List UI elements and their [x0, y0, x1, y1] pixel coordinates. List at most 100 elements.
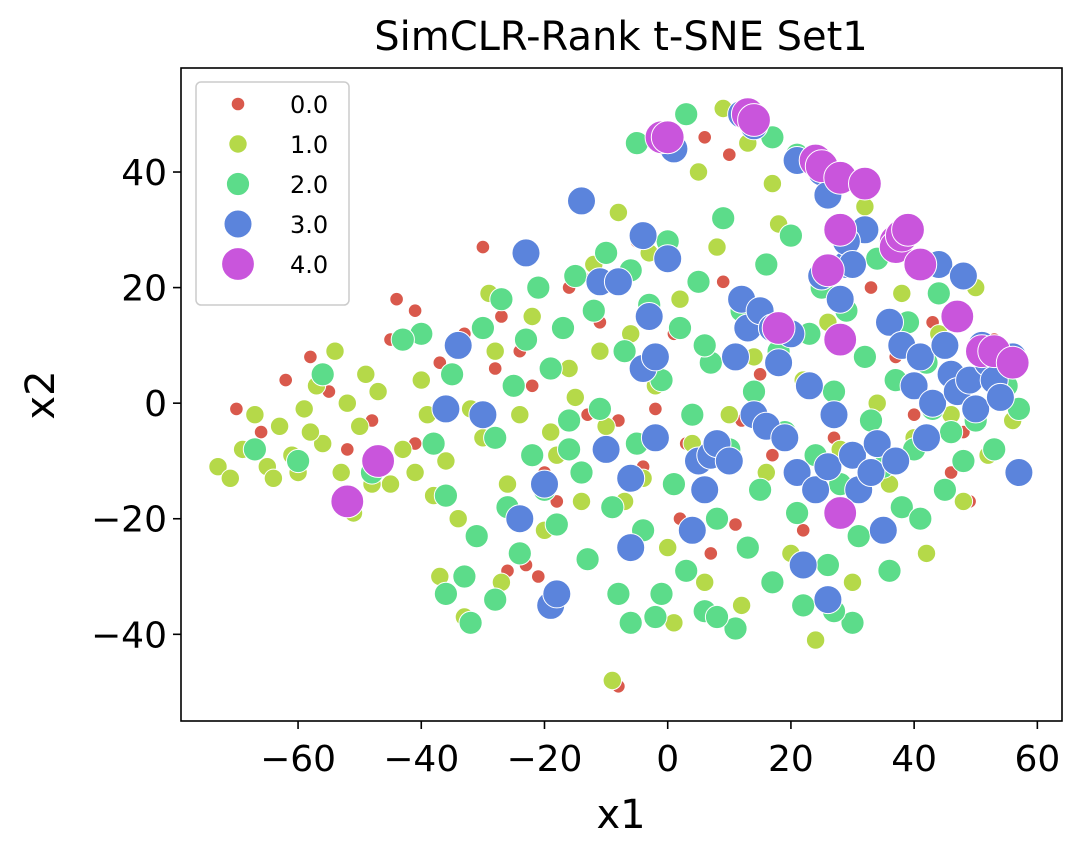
point-series-4-13 [823, 496, 858, 530]
point-series-3-36 [794, 371, 824, 401]
point-series-0-24 [648, 401, 663, 417]
point-series-0-12 [475, 239, 491, 255]
y-tick-label: 20 [121, 269, 167, 310]
point-series-2-64 [815, 552, 841, 578]
point-series-1-44 [731, 595, 752, 616]
point-series-2-16 [520, 443, 545, 468]
point-series-0-43 [906, 407, 922, 423]
point-series-1-7 [294, 399, 314, 419]
point-series-2-0 [242, 437, 267, 462]
point-series-4-12 [823, 322, 858, 357]
point-series-2-20 [544, 512, 569, 537]
point-series-2-22 [557, 408, 582, 433]
point-series-2-21 [550, 315, 576, 341]
point-series-3-57 [918, 388, 948, 418]
point-series-2-28 [594, 240, 619, 265]
point-series-4-18 [891, 212, 925, 247]
y-tick-label: 40 [121, 153, 167, 194]
point-series-2-23 [563, 263, 588, 289]
point-series-2-42 [680, 402, 705, 427]
y-tick-label: 0 [144, 384, 167, 425]
point-series-0-56 [487, 361, 503, 376]
x-axis-label: x1 [596, 792, 645, 838]
legend: 0.0 1.0 2.0 3.0 4.0 [195, 81, 350, 306]
legend-marker [228, 134, 248, 154]
point-series-2-104 [557, 437, 582, 462]
point-series-2-69 [846, 524, 871, 549]
point-series-0-5 [340, 442, 355, 457]
x-tick-label: −60 [260, 739, 336, 780]
point-series-4-0 [330, 484, 365, 519]
point-series-0-54 [697, 130, 713, 145]
point-series-1-76 [541, 422, 561, 442]
point-series-2-27 [587, 396, 613, 421]
point-series-1-13 [356, 364, 376, 384]
point-series-1-59 [916, 543, 937, 564]
point-series-2-8 [464, 524, 489, 549]
point-series-2-60 [791, 593, 816, 618]
point-series-4-9 [811, 253, 845, 288]
point-series-3-0 [443, 330, 473, 360]
point-series-2-93 [483, 587, 508, 612]
y-axis: −40 −20 0 20 40 [91, 153, 181, 656]
point-series-2-47 [711, 206, 736, 231]
point-series-3-7 [567, 186, 596, 216]
legend-label: 0.0 [290, 91, 328, 119]
point-series-0-10 [432, 355, 448, 371]
point-series-3-39 [813, 452, 843, 482]
plot-frame [180, 67, 1063, 722]
point-series-2-54 [754, 252, 779, 277]
point-series-0-15 [524, 378, 540, 394]
y-axis-label: x2 [18, 370, 64, 419]
point-series-4-19 [903, 247, 938, 282]
point-series-1-41 [695, 572, 715, 592]
point-series-0-32 [752, 367, 768, 382]
point-series-2-55 [760, 570, 785, 595]
point-series-1-70 [331, 462, 351, 483]
legend-marker [230, 96, 246, 112]
legend-label: 1.0 [290, 131, 328, 159]
point-series-4-20 [940, 299, 975, 334]
legend-label: 2.0 [290, 171, 328, 199]
point-series-0-28 [703, 546, 719, 561]
point-series-0-1 [253, 424, 269, 440]
point-series-2-70 [852, 344, 878, 369]
point-series-4-3 [650, 120, 685, 155]
point-series-1-38 [658, 537, 678, 558]
point-series-3-47 [856, 458, 886, 487]
point-series-1-31 [571, 491, 592, 512]
point-series-0-3 [303, 349, 318, 365]
point-series-2-46 [704, 506, 730, 531]
point-series-3-32 [770, 423, 800, 453]
y-tick-label: −20 [91, 500, 167, 541]
y-tick-label: −40 [91, 615, 167, 656]
point-series-4-5 [737, 103, 771, 137]
point-series-3-24 [721, 342, 750, 372]
point-series-1-62 [953, 491, 974, 512]
point-series-3-48 [862, 429, 892, 459]
point-series-1-82 [688, 162, 709, 182]
point-series-1-42 [707, 237, 727, 257]
point-series-2-19 [538, 356, 563, 381]
point-series-3-6 [542, 579, 572, 609]
legend-marker [223, 209, 253, 239]
point-series-2-79 [908, 506, 933, 531]
point-series-3-55 [905, 342, 935, 372]
point-series-1-12 [350, 416, 370, 436]
point-series-1-25 [497, 474, 518, 494]
point-series-3-31 [764, 348, 794, 378]
point-series-0-52 [531, 569, 546, 584]
point-series-2-40 [667, 315, 693, 341]
point-series-3-37 [801, 475, 831, 505]
x-tick-label: 0 [656, 739, 679, 780]
point-series-1-34 [608, 202, 629, 223]
point-series-2-82 [926, 281, 951, 306]
point-series-1-50 [805, 630, 826, 650]
point-series-2-102 [390, 327, 415, 352]
point-series-1-77 [565, 387, 585, 408]
point-series-3-14 [634, 302, 664, 331]
point-series-3-11 [616, 463, 646, 493]
point-series-1-26 [510, 405, 530, 425]
point-series-3-16 [653, 244, 683, 274]
